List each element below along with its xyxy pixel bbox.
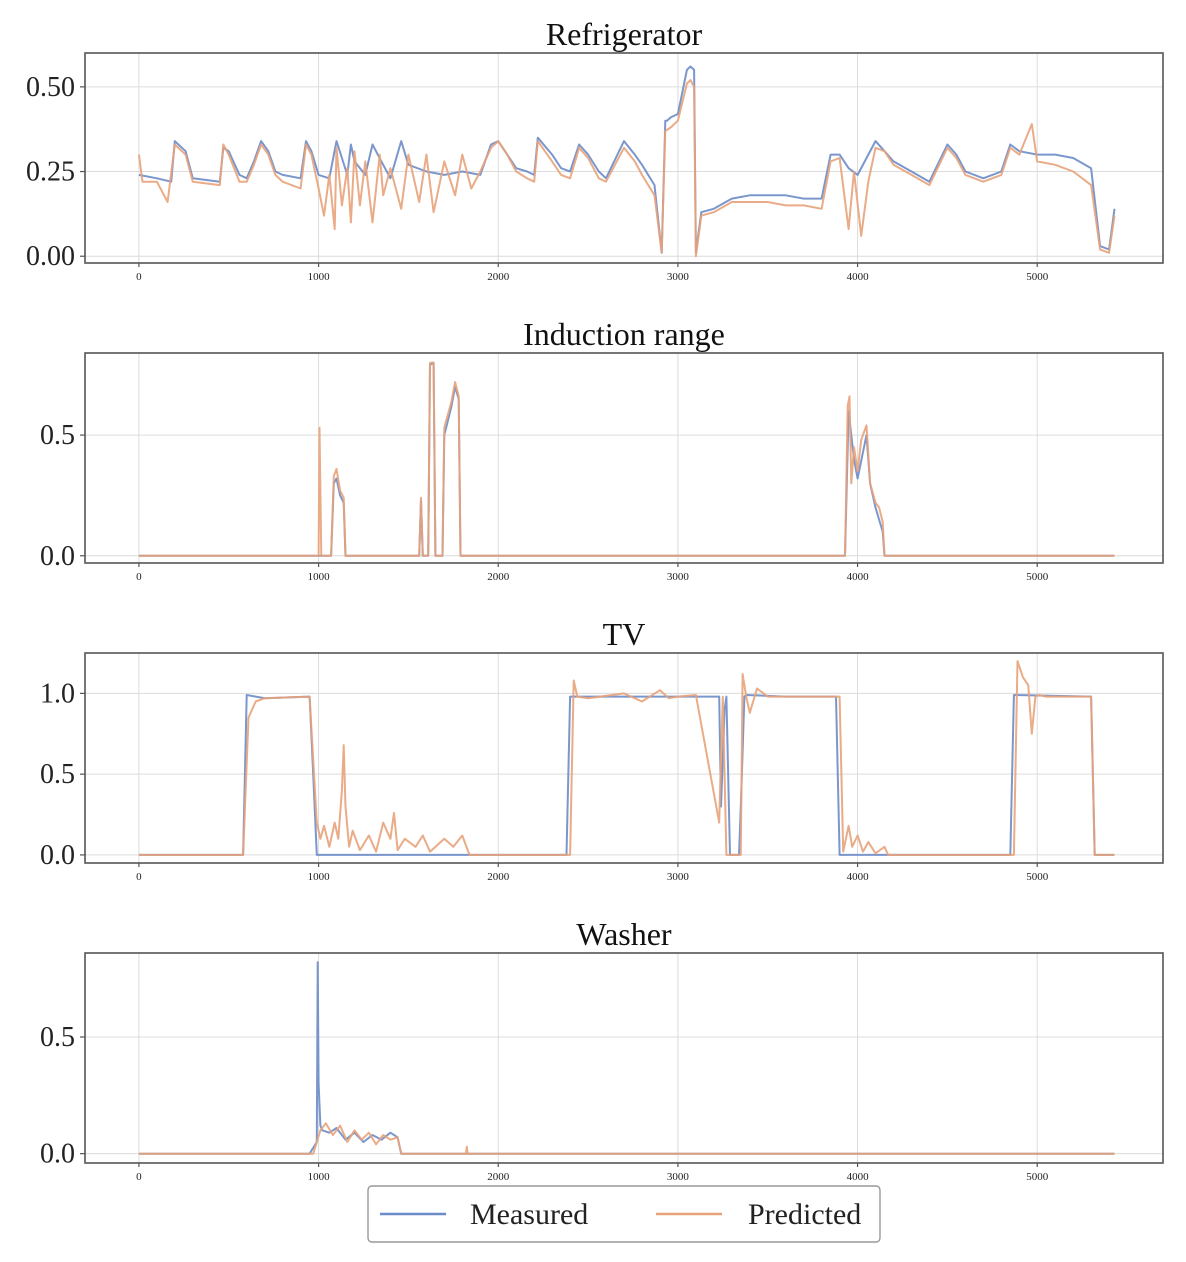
y-tick-label: 0.00 [26,241,75,272]
x-tick-label: 3000 [667,871,690,883]
x-tick-label: 1000 [308,271,331,283]
y-tick-label: 0.50 [26,72,75,103]
panel-title-induction-range: Induction range [523,316,725,352]
chart-panel-tv: TV 0 1000 2000 3000 4000 5000 0.0 0.5 1.0 [40,616,1164,883]
series-line-predicted-induction-range [138,361,1115,557]
x-tick-label: 0 [136,571,142,583]
x-tick-label: 1000 [308,1171,331,1183]
x-tick-label: 4000 [847,1171,870,1183]
x-tick-label: 1000 [308,571,331,583]
panel-title-tv: TV [603,616,646,652]
y-tick-label: 0.5 [40,420,75,451]
legend-label-predicted: Predicted [748,1198,861,1231]
x-tick-label: 5000 [1026,1171,1049,1183]
chart-panel-washer: Washer 0 1000 2000 3000 4000 5000 0.0 0.5 [40,916,1164,1183]
x-tick-label: 5000 [1026,871,1049,883]
panel-title-refrigerator: Refrigerator [546,16,703,52]
x-tick-label: 4000 [847,571,870,583]
x-tick-label: 0 [136,1171,142,1183]
series-line-measured-tv [138,694,1115,856]
y-tick-label: 0.5 [40,1022,75,1053]
x-tick-label: 5000 [1026,271,1049,283]
y-tick-label: 0.0 [40,541,75,572]
panel-title-washer: Washer [576,916,672,952]
plot-frame [84,652,1164,864]
x-tick-label: 4000 [847,271,870,283]
y-tick-label: 0.5 [40,759,75,790]
legend-box [367,1185,881,1243]
x-tick-label: 3000 [667,571,690,583]
y-tick-label: 0.0 [40,1139,75,1170]
series-line-predicted-refrigerator [137,79,1116,258]
x-tick-label: 2000 [487,571,510,583]
x-tick-label: 0 [136,271,142,283]
plot-frame [84,52,1164,264]
x-tick-label: 2000 [487,1171,510,1183]
x-tick-label: 5000 [1026,571,1049,583]
x-tick-label: 2000 [487,271,510,283]
chart-panel-induction-range: Induction range 0 1000 2000 3000 4000 5000 0.0 0… [40,316,1164,583]
plot-frame [84,952,1164,1164]
x-tick-label: 1000 [308,871,331,883]
series-line-measured-induction-range [138,361,1115,557]
series-line-measured-refrigerator [138,65,1116,254]
legend: Measured Predicted [367,1185,881,1243]
plot-frame [84,352,1164,564]
y-tick-label: 0.25 [26,157,75,188]
x-tick-label: 2000 [487,871,510,883]
y-tick-label: 1.0 [40,678,75,709]
series-line-predicted-washer [138,1122,1115,1155]
y-tick-label: 0.0 [40,840,75,871]
chart-panel-refrigerator: Refrigerator 0 1000 2000 3000 4000 5000 0.00 0.2… [26,16,1164,283]
x-tick-label: 3000 [667,1171,690,1183]
x-tick-label: 0 [136,871,142,883]
legend-label-measured: Measured [470,1198,588,1231]
series-line-predicted-tv [138,660,1115,856]
series-line-measured-washer [138,961,1115,1155]
x-tick-label: 4000 [847,871,870,883]
x-tick-label: 3000 [667,271,690,283]
